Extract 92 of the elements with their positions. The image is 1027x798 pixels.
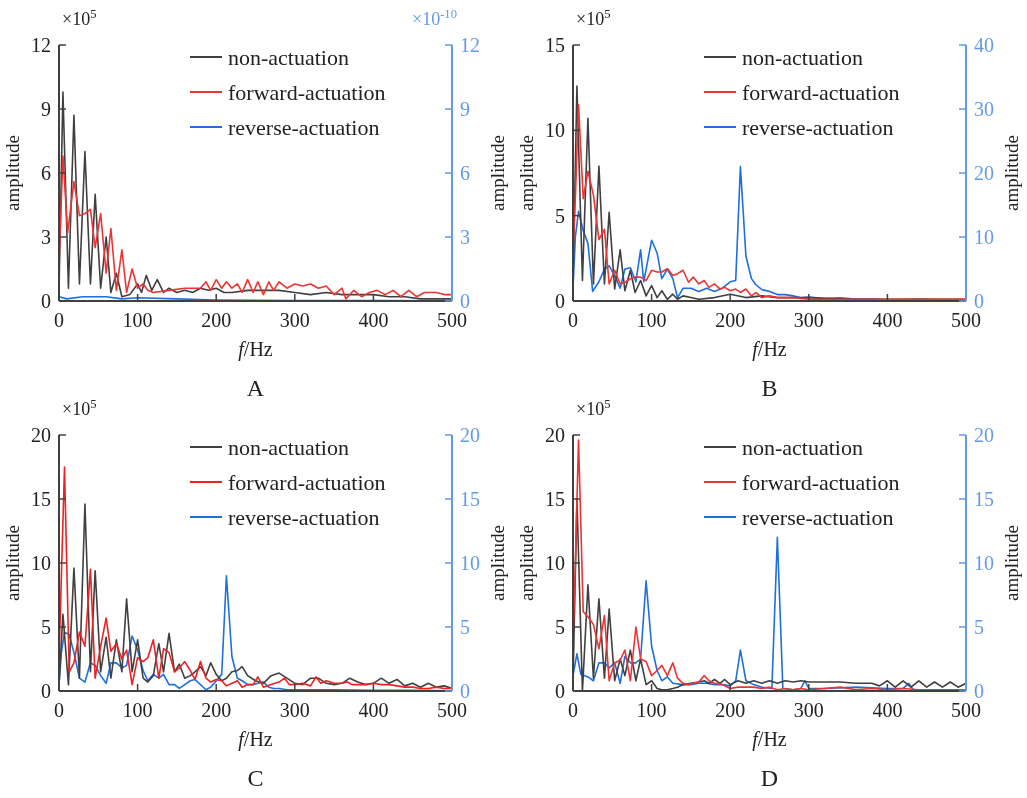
legend-label: forward-actuation [228, 79, 386, 105]
text: D [760, 765, 779, 791]
x-tick-label: 500 [437, 309, 467, 331]
y-tick-label: 5 [555, 204, 565, 227]
text: ×10$^{5}$ [62, 7, 97, 29]
x-tick-label: 200 [715, 309, 746, 331]
text: ×10$^{5}$ [576, 397, 611, 419]
y-tick-label: 9 [41, 98, 51, 120]
y-tick-label: 10 [31, 552, 51, 574]
y2-tick-label: 0 [974, 680, 984, 702]
y2-tick-label: 10 [974, 226, 994, 248]
y-tick-label: 3 [41, 226, 51, 248]
y2-tick-label: 30 [974, 98, 994, 120]
y-tick-label: 20 [31, 424, 51, 446]
y-axis-title: amplitude [516, 525, 537, 601]
text: ×10$^{5}$ [576, 7, 611, 29]
y-tick-label: 10 [545, 119, 565, 142]
x-tick-label: 200 [201, 309, 232, 331]
y2-tick-label: 12 [460, 34, 480, 56]
y-tick-label: 5 [41, 616, 51, 638]
y-tick-label: 20 [545, 424, 565, 446]
legend-label: reverse-actuation [742, 114, 894, 140]
x-tick-label: 400 [872, 699, 903, 721]
x-tick-label: 400 [872, 309, 903, 331]
y-tick-label: 12 [31, 34, 51, 56]
legend-label: forward-actuation [742, 469, 900, 495]
y2-tick-label: 6 [460, 162, 470, 184]
y2-axis-title: amplitude [487, 525, 508, 601]
x-tick-label: 500 [951, 699, 981, 721]
x-axis-title: f/Hz [238, 338, 273, 361]
y2-tick-label: 5 [974, 616, 984, 638]
y2-tick-label: 20 [974, 424, 994, 446]
text: B [761, 375, 778, 401]
text: ×10$^{5}$ [62, 397, 97, 419]
y2-tick-label: 3 [460, 226, 470, 248]
y2-tick-label: 20 [974, 162, 994, 184]
x-tick-label: 200 [201, 699, 232, 721]
y2-tick-label: 0 [974, 290, 984, 312]
y2-tick-label: 10 [460, 552, 480, 574]
text: A [246, 375, 265, 401]
legend-label: forward-actuation [742, 79, 900, 105]
y-axis-title: amplitude [2, 135, 23, 211]
y2-tick-label: 0 [460, 680, 470, 702]
x-tick-label: 400 [358, 699, 389, 721]
x-tick-label: 400 [358, 309, 389, 331]
y2-tick-label: 10 [974, 552, 994, 574]
y2-tick-label: 20 [460, 424, 480, 446]
y-axis-title: amplitude [2, 525, 23, 601]
y-tick-label: 10 [545, 552, 565, 574]
x-tick-label: 100 [122, 309, 153, 331]
y-tick-label: 6 [41, 162, 51, 184]
x-axis-title: f/Hz [238, 728, 273, 751]
legend-label: forward-actuation [228, 469, 386, 495]
text: ×10$^{-10}$ [412, 7, 457, 29]
x-axis-title: f/Hz [752, 728, 787, 751]
y2-axis-title: amplitude [487, 135, 508, 211]
y-tick-label: 0 [555, 680, 565, 702]
x-tick-label: 300 [793, 699, 824, 721]
legend-label: non-actuation [742, 44, 863, 70]
y-tick-label: 0 [555, 290, 565, 312]
legend-label: non-actuation [228, 434, 349, 460]
y2-tick-label: 40 [974, 34, 994, 56]
y2-axis-title: amplitude [1001, 525, 1022, 601]
text: C [247, 765, 264, 791]
y2-tick-label: 9 [460, 98, 470, 120]
x-tick-label: 300 [793, 309, 824, 331]
x-tick-label: 100 [636, 699, 667, 721]
legend-label: reverse-actuation [228, 114, 380, 140]
y2-tick-label: 0 [460, 290, 470, 312]
y2-tick-label: 15 [460, 488, 480, 510]
y2-tick-label: 5 [460, 616, 470, 638]
x-tick-label: 200 [715, 699, 746, 721]
y-tick-label: 15 [545, 34, 565, 56]
x-tick-label: 500 [437, 699, 467, 721]
y-axis-title: amplitude [516, 135, 537, 211]
y-tick-label: 0 [41, 680, 51, 702]
y-tick-label: 15 [31, 488, 51, 510]
x-tick-label: 300 [279, 699, 310, 721]
y-tick-label: 0 [41, 290, 51, 312]
x-axis-title: f/Hz [752, 338, 787, 361]
legend-label: reverse-actuation [228, 504, 380, 530]
legend-label: reverse-actuation [742, 504, 894, 530]
legend-label: non-actuation [228, 44, 349, 70]
y2-axis-title: amplitude [1001, 135, 1022, 211]
x-tick-label: 100 [636, 309, 667, 331]
x-tick-label: 100 [122, 699, 153, 721]
y-tick-label: 15 [545, 488, 565, 510]
y-tick-label: 5 [555, 616, 565, 638]
y2-tick-label: 15 [974, 488, 994, 510]
x-tick-label: 500 [951, 309, 981, 331]
x-tick-label: 300 [279, 309, 310, 331]
legend-label: non-actuation [742, 434, 863, 460]
